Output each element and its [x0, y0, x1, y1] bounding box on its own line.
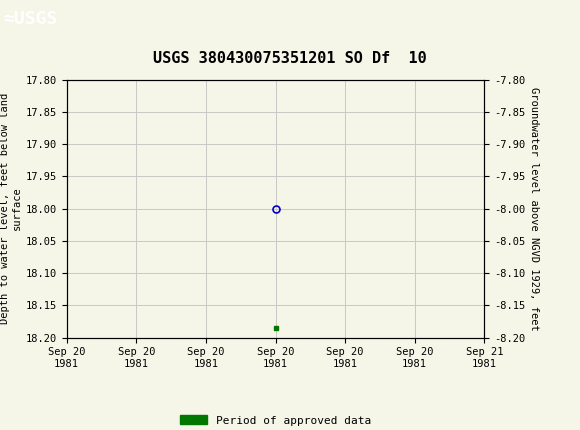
Text: USGS 380430075351201 SO Df  10: USGS 380430075351201 SO Df 10 [153, 51, 427, 65]
Y-axis label: Groundwater level above NGVD 1929, feet: Groundwater level above NGVD 1929, feet [530, 87, 539, 330]
Y-axis label: Depth to water level, feet below land
surface: Depth to water level, feet below land su… [0, 93, 21, 324]
Text: ≈USGS: ≈USGS [3, 10, 57, 28]
Legend: Period of approved data: Period of approved data [175, 411, 376, 430]
